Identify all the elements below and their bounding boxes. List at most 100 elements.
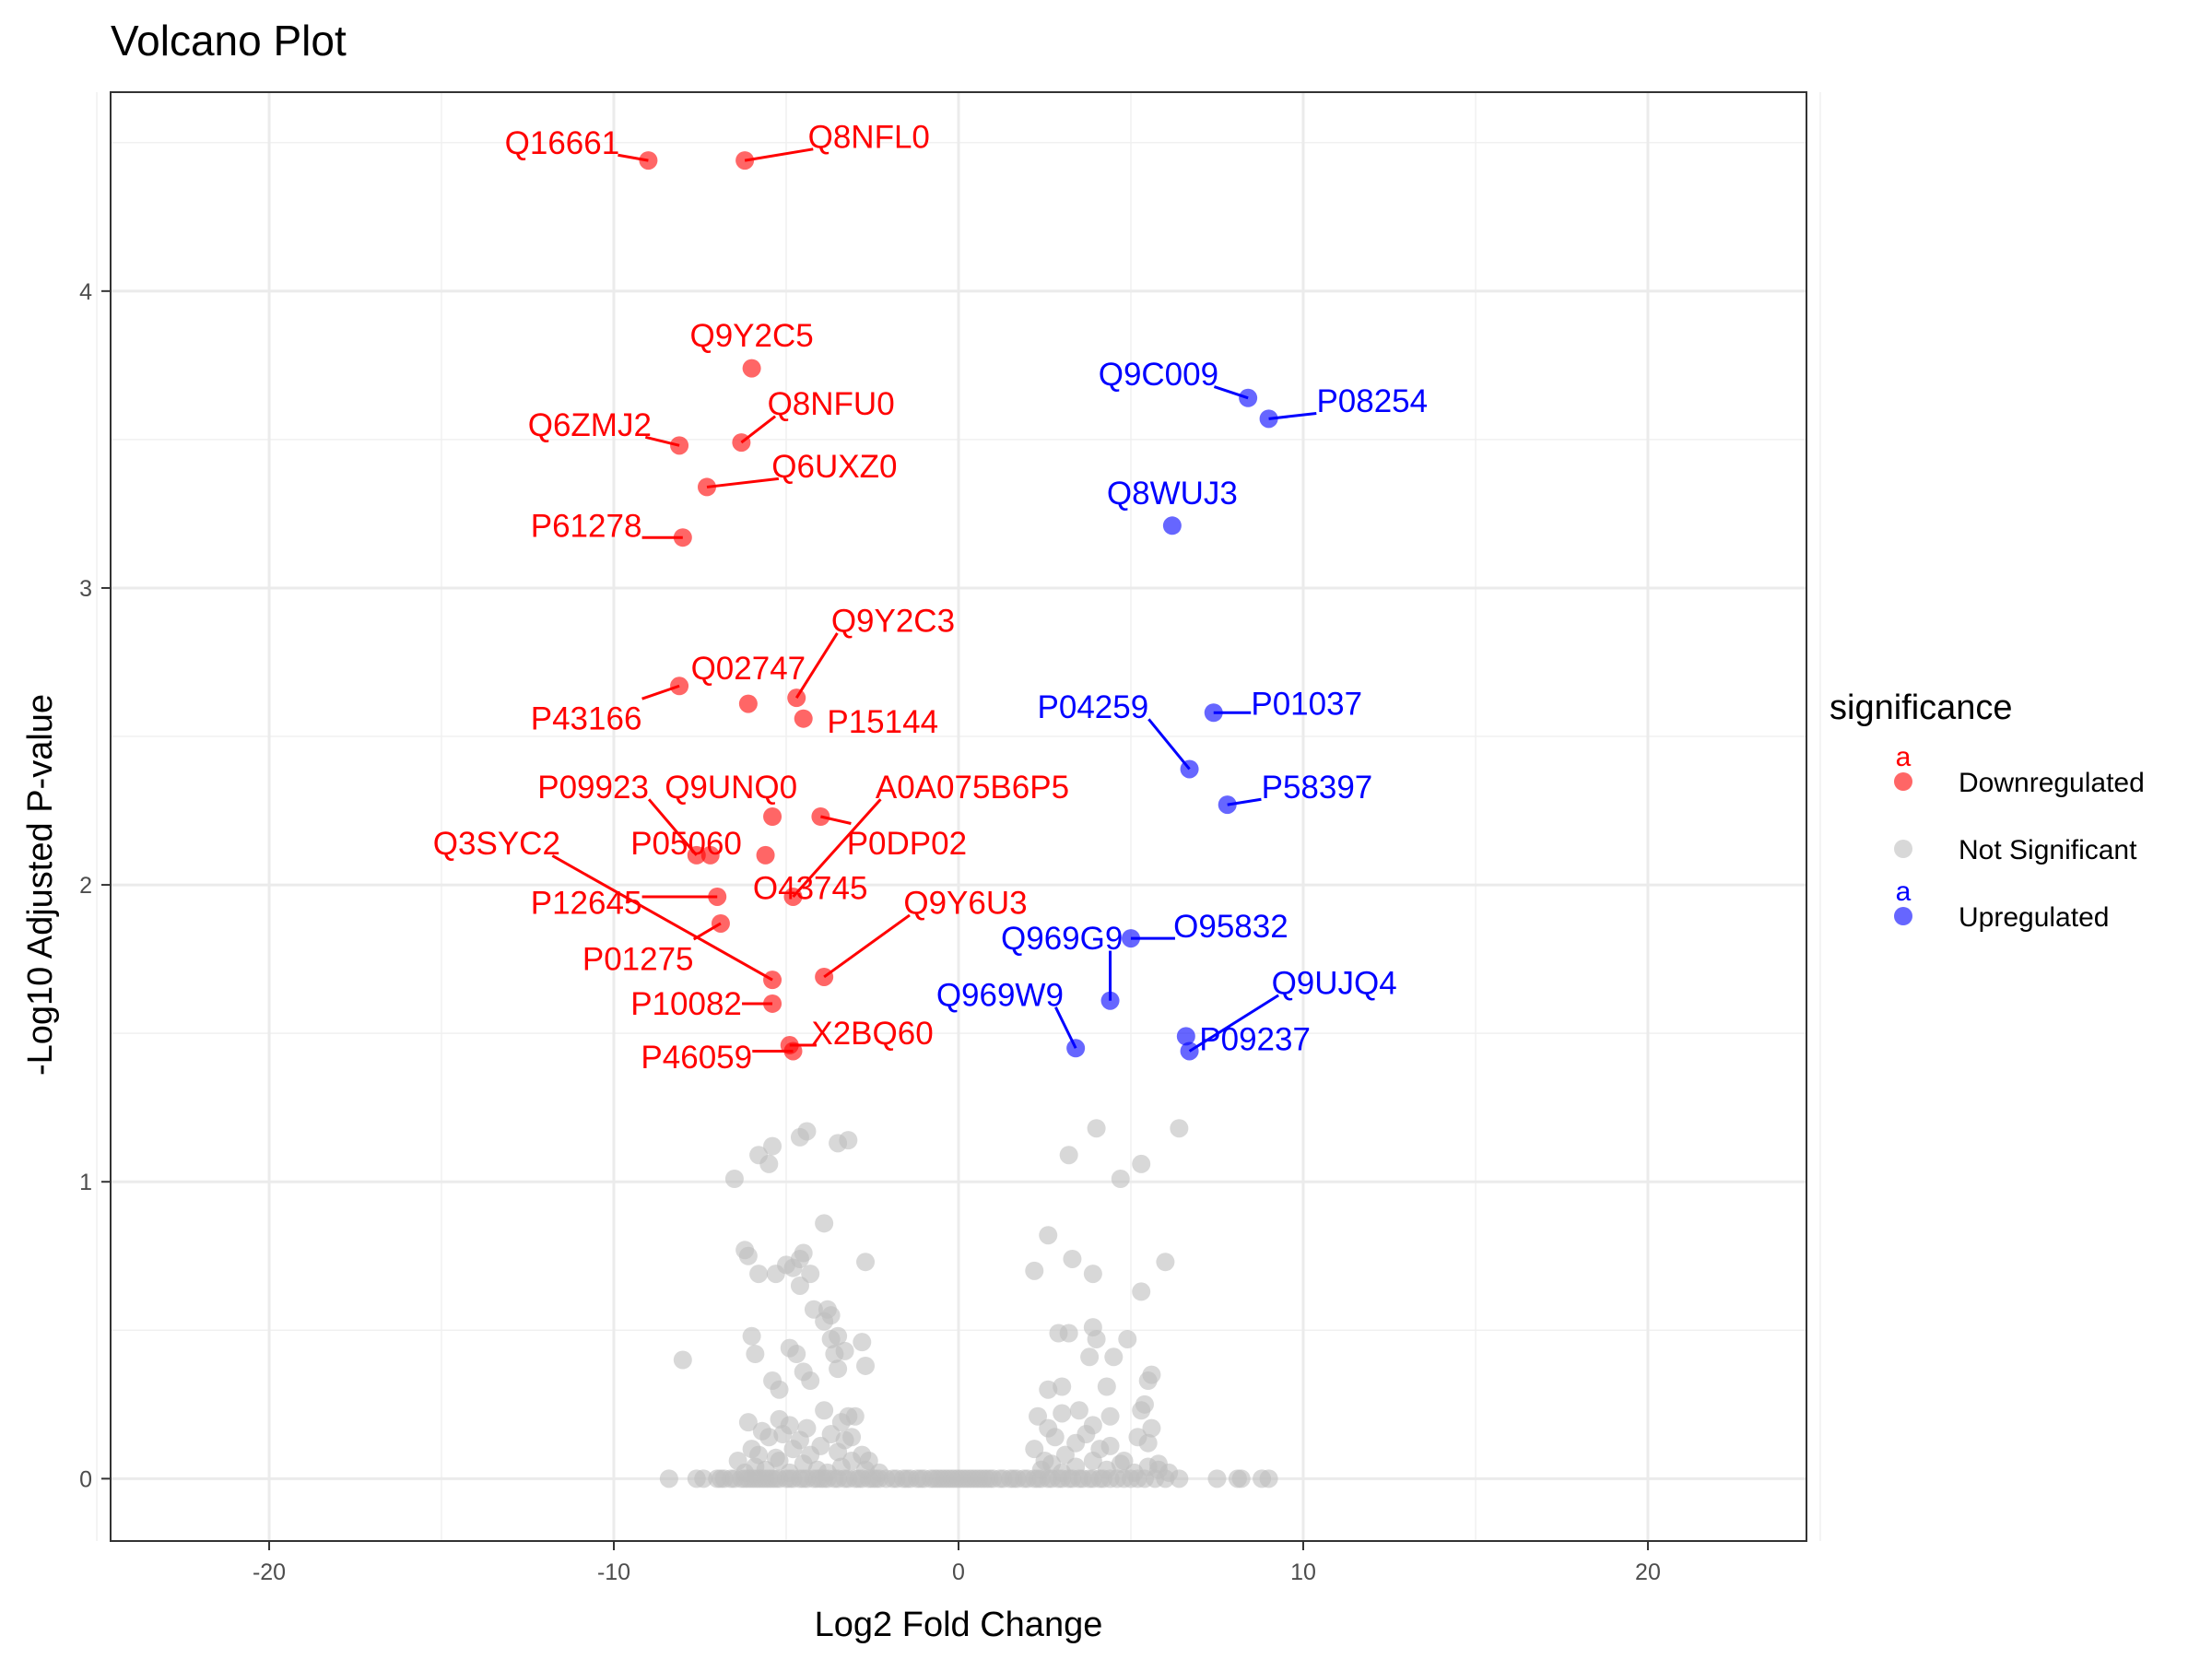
point-label: Q8NFU0 bbox=[768, 386, 895, 422]
legend-item: a Upregulated bbox=[1894, 877, 2109, 933]
label-connector bbox=[1147, 718, 1191, 771]
ns-point bbox=[738, 1246, 758, 1265]
legend-label: Downregulated bbox=[1959, 768, 2145, 798]
ns-point bbox=[859, 1452, 878, 1471]
ns-point bbox=[763, 1136, 782, 1156]
ns-point bbox=[797, 1418, 817, 1438]
ns-point bbox=[801, 1265, 820, 1284]
ns-point bbox=[1231, 1469, 1251, 1488]
ns-point bbox=[1104, 1347, 1124, 1367]
down-point bbox=[738, 694, 758, 713]
data-points bbox=[639, 151, 1278, 1488]
point-label: P58397 bbox=[1262, 770, 1373, 806]
label-connector bbox=[706, 477, 780, 488]
ns-point bbox=[1114, 1452, 1134, 1471]
ns-point bbox=[811, 1436, 830, 1455]
ns-point bbox=[815, 1214, 834, 1233]
ns-point bbox=[1087, 1119, 1106, 1138]
legend-swatch bbox=[1894, 907, 1912, 925]
ns-point bbox=[839, 1131, 858, 1150]
ns-point bbox=[794, 1243, 813, 1263]
legend-item: Not Significant bbox=[1894, 835, 2137, 865]
ns-point bbox=[780, 1416, 799, 1435]
ns-point bbox=[1080, 1347, 1100, 1367]
point-label: Q969W9 bbox=[936, 977, 1064, 1013]
x-tick-label: 10 bbox=[1290, 1559, 1316, 1585]
label-connector bbox=[551, 854, 773, 982]
y-axis-title: -Log10 Adjusted P-value bbox=[21, 694, 60, 1076]
point-label: Q3SYC2 bbox=[433, 826, 560, 862]
point-label: P09237 bbox=[1199, 1022, 1311, 1058]
ns-point bbox=[742, 1326, 761, 1346]
label-connector bbox=[692, 922, 722, 941]
label-connector bbox=[792, 798, 882, 898]
point-label: P0DP02 bbox=[847, 826, 967, 862]
ns-point bbox=[1053, 1404, 1072, 1423]
ns-point bbox=[853, 1333, 872, 1352]
ns-point bbox=[756, 1460, 775, 1479]
ns-point bbox=[821, 1425, 841, 1444]
point-label: P09923 bbox=[537, 770, 649, 806]
ns-point bbox=[659, 1469, 678, 1488]
point-label: Q16661 bbox=[505, 125, 620, 161]
ns-point bbox=[749, 1445, 769, 1465]
legend-text-key: a bbox=[1896, 877, 1912, 907]
label-connector bbox=[794, 632, 839, 699]
x-tick-label: 0 bbox=[952, 1559, 965, 1585]
ns-point bbox=[766, 1448, 785, 1467]
x-axis-title: Log2 Fold Change bbox=[815, 1606, 1103, 1644]
point-label: Q8WUJ3 bbox=[1107, 476, 1238, 512]
point-label: A0A075B6P5 bbox=[876, 770, 1069, 806]
point-label: Q8NFL0 bbox=[808, 119, 930, 155]
point-label: P61278 bbox=[531, 508, 642, 544]
label-connector bbox=[820, 815, 852, 825]
x-tick-label: -10 bbox=[597, 1559, 630, 1585]
point-label: Q9C009 bbox=[1099, 357, 1218, 393]
label-connector bbox=[1188, 994, 1279, 1053]
x-tick-label: 20 bbox=[1635, 1559, 1661, 1585]
ns-point bbox=[1069, 1401, 1088, 1420]
up-point bbox=[1176, 1027, 1195, 1046]
label-connector bbox=[1213, 385, 1249, 400]
ns-point bbox=[1207, 1469, 1227, 1488]
chart-title: Volcano Plot bbox=[111, 17, 347, 65]
point-label: X2BQ60 bbox=[811, 1016, 933, 1052]
ns-point bbox=[1083, 1265, 1102, 1284]
ns-point bbox=[1259, 1469, 1278, 1488]
legend-text-key: a bbox=[1896, 742, 1912, 772]
ns-point bbox=[1118, 1329, 1137, 1348]
point-label: P05060 bbox=[630, 826, 742, 862]
ns-point bbox=[749, 1265, 769, 1284]
point-label: Q9Y6U3 bbox=[903, 885, 1027, 921]
ns-point bbox=[1170, 1119, 1189, 1138]
label-connector bbox=[618, 153, 649, 162]
ns-point bbox=[1039, 1226, 1058, 1245]
point-label: O95832 bbox=[1173, 909, 1288, 945]
down-point bbox=[763, 807, 782, 826]
legend-title: significance bbox=[1830, 688, 2013, 727]
label-connector bbox=[1268, 412, 1317, 420]
point-labels: Q16661 Q8NFL0 Q9Y2C5 Q6ZMJ2 Q8NFU0 Q6UXZ0 P612… bbox=[433, 119, 1428, 1076]
y-tick-label: 3 bbox=[79, 576, 92, 602]
point-label: P43166 bbox=[531, 701, 642, 737]
ns-point bbox=[856, 1253, 876, 1272]
ns-point bbox=[1148, 1454, 1168, 1474]
ns-point bbox=[1124, 1463, 1144, 1482]
ns-point bbox=[1097, 1377, 1116, 1396]
y-tick-label: 0 bbox=[79, 1466, 92, 1492]
ns-point bbox=[770, 1380, 789, 1399]
legend-item: a Downregulated bbox=[1894, 742, 2145, 798]
ns-point bbox=[1142, 1418, 1161, 1438]
y-tick-label: 2 bbox=[79, 873, 92, 899]
ns-point bbox=[759, 1154, 779, 1173]
ns-point bbox=[829, 1326, 848, 1346]
up-point bbox=[1162, 516, 1182, 535]
point-label: O43745 bbox=[753, 870, 868, 906]
ns-point bbox=[1059, 1324, 1078, 1343]
ns-point bbox=[746, 1345, 765, 1364]
ns-point bbox=[1087, 1329, 1106, 1348]
ns-point bbox=[801, 1371, 820, 1391]
ns-point bbox=[1025, 1261, 1044, 1280]
plot-panel bbox=[96, 92, 1821, 1541]
ns-point bbox=[673, 1350, 692, 1370]
